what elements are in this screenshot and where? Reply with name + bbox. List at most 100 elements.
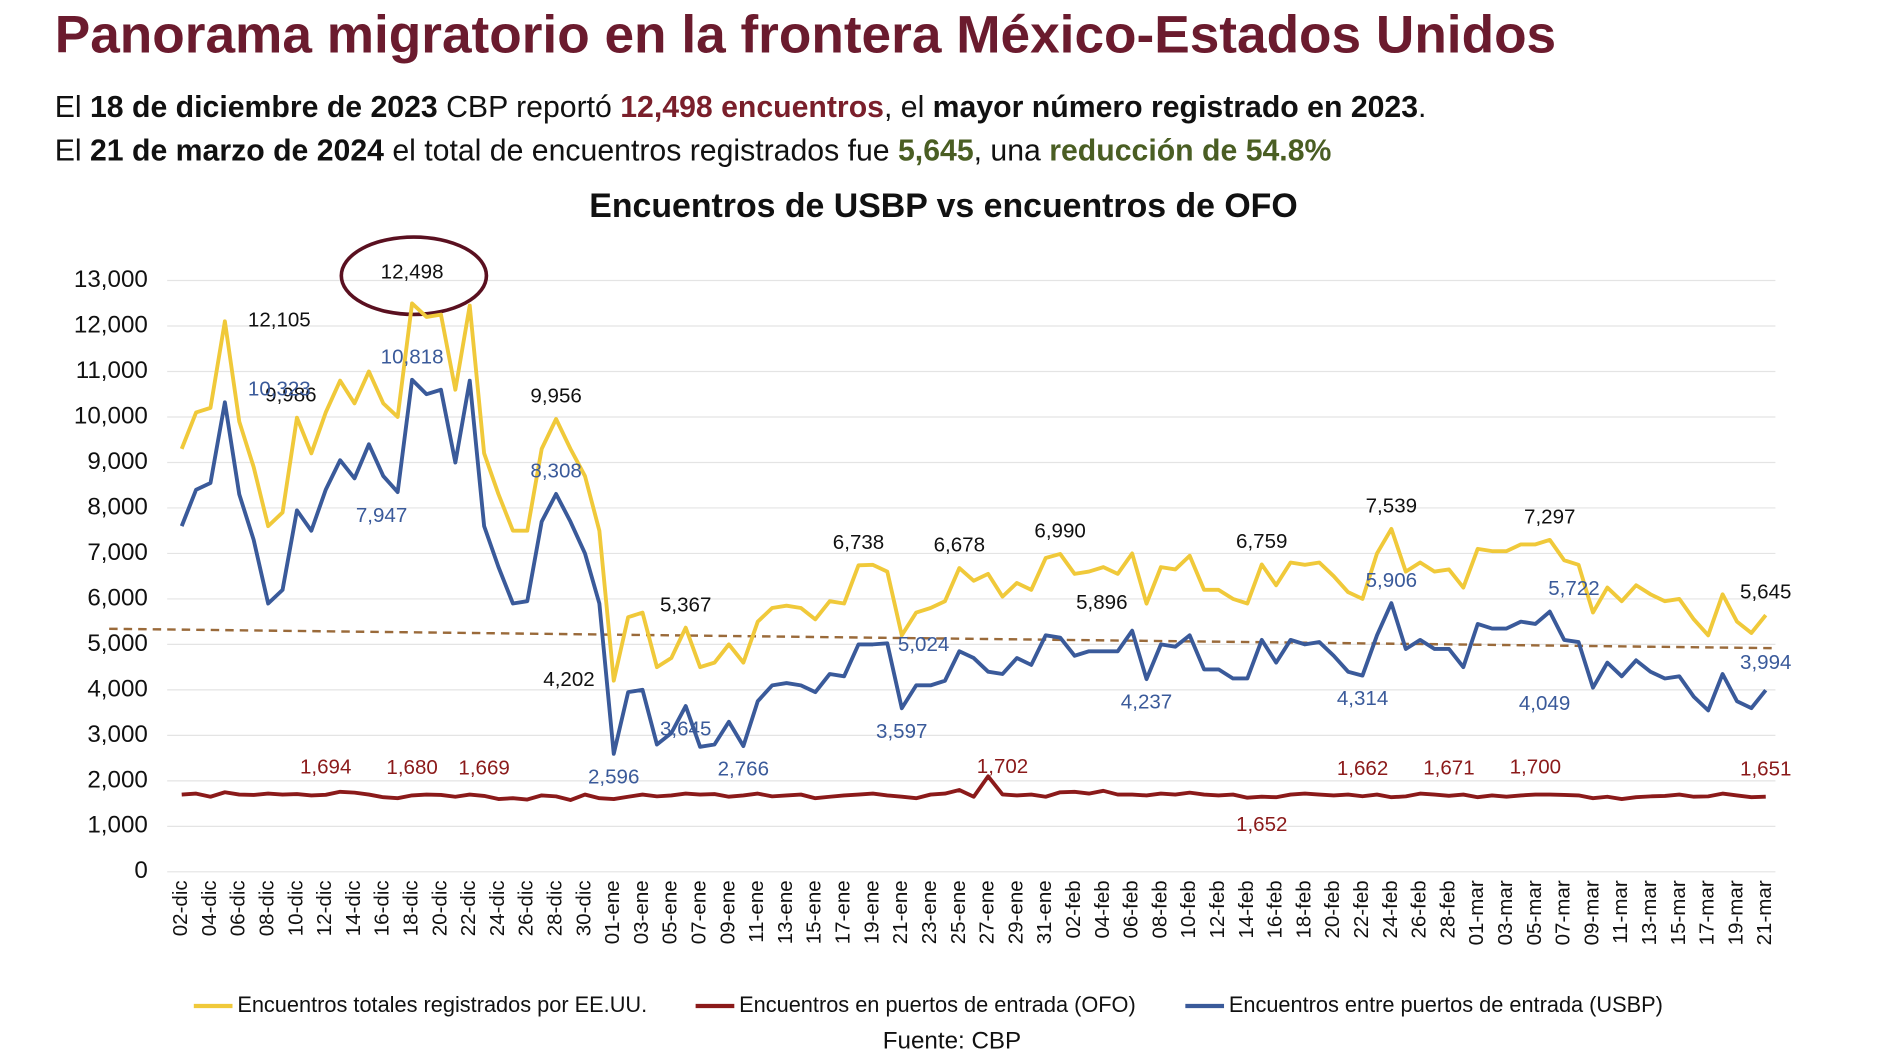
x-tick-label: 19-ene xyxy=(860,880,883,944)
data-label: 1,662 xyxy=(1337,757,1388,780)
data-label: 2,596 xyxy=(588,765,639,788)
x-tick-label: 21-mar xyxy=(1753,880,1776,945)
text: . xyxy=(1418,91,1426,124)
data-label: 5,024 xyxy=(898,633,949,656)
data-label: 3,597 xyxy=(876,720,927,743)
y-tick-label: 1,000 xyxy=(87,812,148,839)
x-tick-label: 15-mar xyxy=(1667,880,1690,945)
x-tick-label: 28-dic xyxy=(544,880,567,936)
data-label: 10,818 xyxy=(381,345,444,368)
x-tick-label: 24-feb xyxy=(1379,880,1402,938)
x-tick-label: 16-feb xyxy=(1264,880,1287,938)
x-tick-label: 27-ene xyxy=(976,880,999,944)
x-tick-label: 15-ene xyxy=(803,880,826,944)
data-label: 1,671 xyxy=(1423,757,1474,780)
x-tick-label: 08-feb xyxy=(1148,880,1171,938)
y-tick-label: 3,000 xyxy=(87,721,148,748)
legend-label: Encuentros totales registrados por EE.UU… xyxy=(237,992,647,1017)
y-tick-label: 6,000 xyxy=(87,584,148,611)
data-label: 9,986 xyxy=(265,383,316,406)
text: 12,498 encuentros xyxy=(620,91,884,124)
data-label: 7,947 xyxy=(356,504,407,527)
x-tick-label: 11-ene xyxy=(745,880,768,942)
legend-label: Encuentros entre puertos de entrada (USB… xyxy=(1229,992,1663,1017)
x-tick-label: 14-dic xyxy=(342,880,365,936)
x-tick-label: 05-mar xyxy=(1523,880,1546,945)
data-label: 5,645 xyxy=(1740,581,1791,604)
data-label: 1,669 xyxy=(458,757,509,780)
x-tick-label: 17-ene xyxy=(832,880,855,944)
text: 5,645 xyxy=(898,134,974,167)
x-tick-label: 30-dic xyxy=(572,880,595,936)
data-label: 4,049 xyxy=(1519,692,1570,715)
series-line xyxy=(179,301,1768,683)
data-label: 5,367 xyxy=(660,593,711,616)
x-tick-label: 10-dic xyxy=(284,880,307,936)
y-tick-label: 0 xyxy=(134,857,147,884)
x-tick-label: 04-feb xyxy=(1091,880,1114,938)
legend-label: Encuentros en puertos de entrada (OFO) xyxy=(739,992,1136,1017)
data-label: 9,956 xyxy=(530,385,581,408)
data-label: 1,651 xyxy=(1740,758,1791,781)
x-tick-label: 06-feb xyxy=(1120,880,1143,938)
data-label: 1,652 xyxy=(1236,813,1287,836)
x-tick-label: 02-dic xyxy=(169,880,192,936)
y-tick-label: 7,000 xyxy=(87,539,148,566)
x-tick-label: 03-mar xyxy=(1494,880,1517,945)
data-label: 10,323 xyxy=(248,378,311,401)
x-tick-label: 09-ene xyxy=(716,880,739,944)
y-tick-label: 11,000 xyxy=(76,357,148,384)
x-tick-label: 28-feb xyxy=(1436,880,1459,938)
x-tick-label: 11-mar xyxy=(1609,880,1632,944)
data-label: 4,314 xyxy=(1337,687,1388,710)
x-tick-label: 18-dic xyxy=(400,880,423,936)
text: mayor número registrado en 2023 xyxy=(933,91,1418,124)
y-tick-label: 8,000 xyxy=(87,493,148,520)
x-tick-label: 13-ene xyxy=(774,880,797,944)
y-tick-label: 10,000 xyxy=(74,402,148,429)
text: CBP reportó xyxy=(438,91,621,124)
x-tick-label: 13-mar xyxy=(1638,880,1661,945)
data-label: 3,645 xyxy=(660,718,711,741)
x-tick-label: 08-dic xyxy=(256,880,279,936)
y-tick-label: 4,000 xyxy=(87,675,148,702)
x-tick-label: 21-ene xyxy=(889,880,912,944)
series-line xyxy=(181,774,1766,802)
x-tick-label: 10-feb xyxy=(1177,880,1200,938)
x-tick-label: 26-dic xyxy=(515,880,538,936)
x-tick-label: 01-mar xyxy=(1465,880,1488,945)
subtitle-line: El 18 de diciembre de 2023 CBP reportó 1… xyxy=(55,91,1427,124)
highlight-ellipse xyxy=(339,235,489,317)
x-tick-label: 20-feb xyxy=(1321,880,1344,938)
x-tick-label: 01-ene xyxy=(601,880,624,944)
text: 21 de marzo de 2024 xyxy=(90,134,384,167)
x-tick-label: 06-dic xyxy=(227,880,250,936)
data-label: 1,700 xyxy=(1510,755,1561,778)
series-line xyxy=(179,377,1768,756)
data-label: 1,694 xyxy=(300,756,351,779)
source: Fuente: CBP xyxy=(883,1028,1021,1052)
x-tick-label: 03-ene xyxy=(630,880,653,944)
x-tick-label: 12-feb xyxy=(1206,880,1229,938)
data-label: 5,896 xyxy=(1076,591,1127,614)
x-tick-label: 23-ene xyxy=(918,880,941,944)
data-label: 8,308 xyxy=(530,460,581,483)
x-tick-label: 16-dic xyxy=(371,880,394,936)
text: el total de encuentros registrados fue xyxy=(384,134,898,167)
x-tick-label: 07-mar xyxy=(1552,880,1575,945)
x-tick-label: 24-dic xyxy=(486,880,509,936)
x-tick-label: 04-dic xyxy=(198,880,221,936)
trend-line xyxy=(109,627,1772,650)
data-label: 6,738 xyxy=(833,531,884,554)
data-label: 4,202 xyxy=(543,668,594,691)
data-label: 5,722 xyxy=(1548,577,1599,600)
x-tick-label: 20-dic xyxy=(428,880,451,936)
data-label: 1,680 xyxy=(386,756,437,779)
text: 18 de diciembre de 2023 xyxy=(90,91,438,124)
text: El xyxy=(55,134,90,167)
data-label: 5,906 xyxy=(1366,569,1417,592)
x-tick-label: 07-ene xyxy=(688,880,711,944)
x-tick-label: 05-ene xyxy=(659,880,682,944)
page-title: Panorama migratorio en la frontera Méxic… xyxy=(55,6,1556,65)
